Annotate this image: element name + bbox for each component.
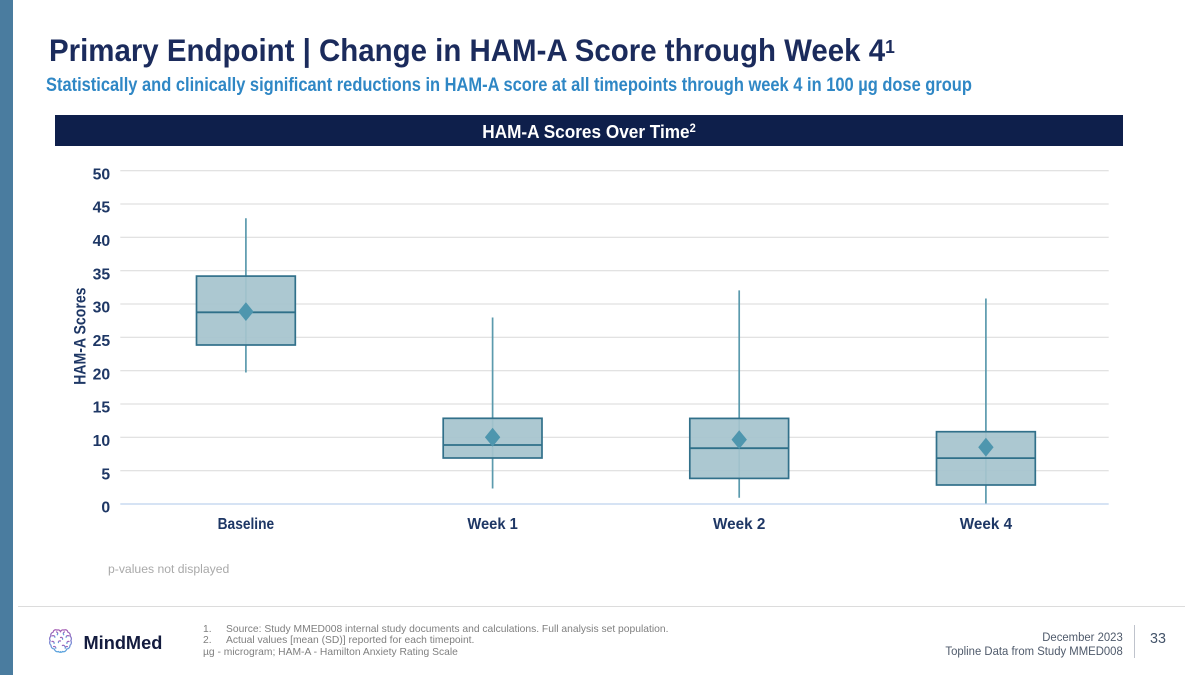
svg-text:20: 20 [93, 366, 111, 383]
svg-text:35: 35 [93, 266, 111, 283]
svg-text:Week 4: Week 4 [960, 516, 1013, 533]
svg-text:0: 0 [101, 500, 110, 517]
svg-text:Week 1: Week 1 [467, 516, 518, 533]
svg-text:HAM-A Scores: HAM-A Scores [71, 288, 89, 385]
svg-text:25: 25 [93, 333, 111, 350]
svg-text:Week 2: Week 2 [713, 516, 766, 533]
svg-text:Baseline: Baseline [218, 516, 275, 533]
svg-text:30: 30 [93, 300, 111, 317]
svg-text:50: 50 [93, 166, 111, 183]
svg-text:10: 10 [93, 433, 111, 450]
svg-text:45: 45 [93, 200, 111, 217]
svg-text:5: 5 [101, 466, 110, 483]
svg-text:15: 15 [93, 400, 111, 417]
svg-text:40: 40 [93, 233, 111, 250]
